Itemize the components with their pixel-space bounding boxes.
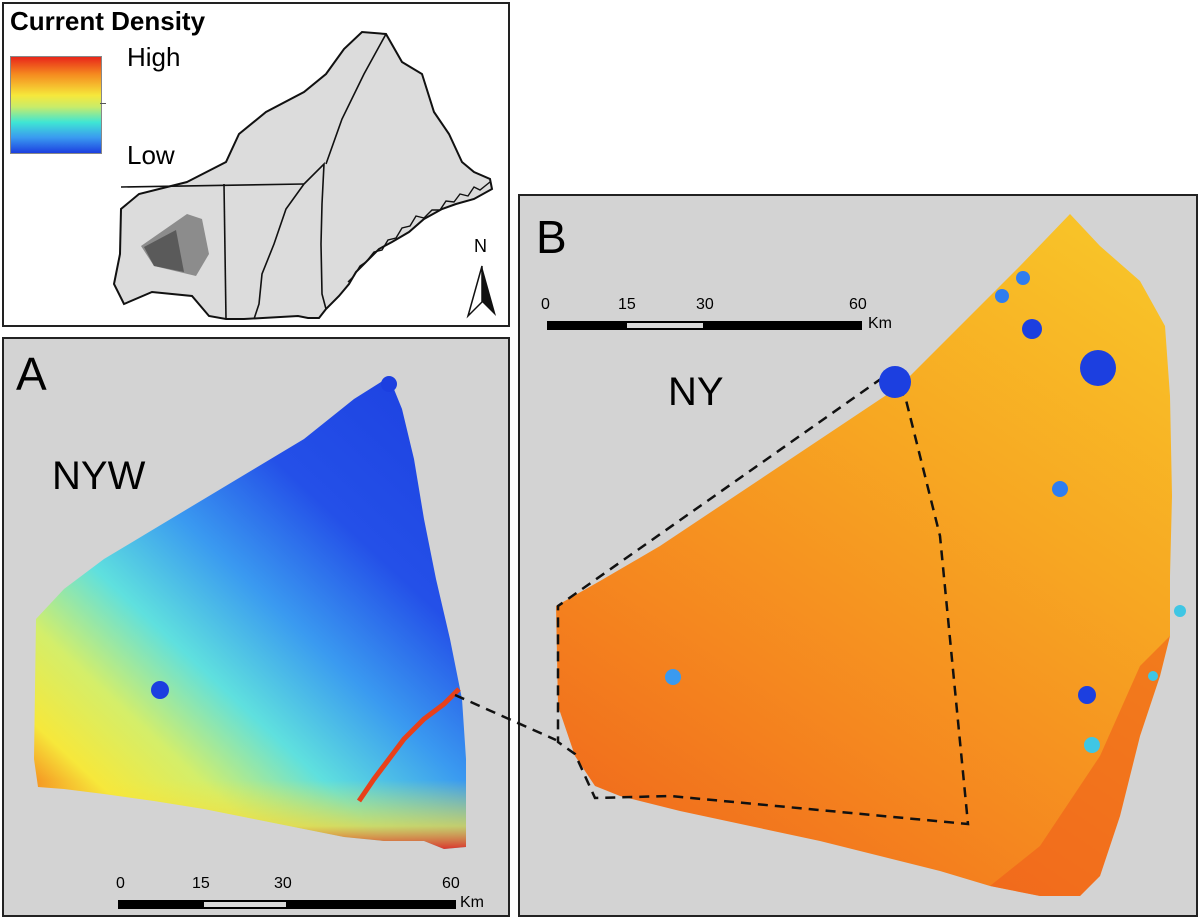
panel-a-map: A NYW 0 15 30 60 Km: [2, 337, 510, 917]
legend-tick: [100, 103, 106, 104]
legend-low-label: Low: [127, 140, 175, 170]
scale-tick-label: 60: [849, 296, 867, 313]
panel-b-low-patch: [1084, 737, 1100, 753]
panel-a-label: A: [16, 348, 47, 400]
coastline: [347, 181, 491, 283]
scale-tick-label: 15: [618, 296, 636, 313]
legend-gradient: [10, 56, 102, 154]
legend-title: Current Density: [10, 6, 206, 36]
panel-b-low-patch: [879, 366, 911, 398]
scale-tick-label: 0: [541, 296, 550, 313]
panel-b-label: B: [536, 211, 567, 263]
panel-b-low-patch: [1078, 686, 1096, 704]
panel-b-study-area: [556, 214, 1172, 896]
scale-bar: [547, 321, 862, 330]
study-area-inner: [144, 230, 184, 272]
state-border: [223, 183, 227, 320]
state-border: [120, 183, 305, 188]
panel-b-density-raster: [556, 214, 1186, 896]
scale-bar: [118, 900, 456, 909]
state-border: [253, 183, 305, 320]
panel-a-extent-outline: [556, 374, 970, 826]
panel-b-red-edge: [990, 636, 1170, 896]
inset-map-panel: Current Density High Low N: [2, 2, 510, 327]
scale-tick-label: 30: [274, 875, 292, 892]
panel-b-low-patch: [665, 669, 681, 685]
panel-b-low-patch: [1022, 319, 1042, 339]
scale-tick-label: 60: [442, 875, 460, 892]
legend-high-label: High: [127, 42, 181, 72]
panel-b-region-label: NY: [668, 370, 724, 414]
panel-b-low-patch: [1174, 605, 1186, 617]
scale-tick-label: 30: [696, 296, 714, 313]
northeast-states-map: [112, 30, 496, 320]
north-arrow-icon: [466, 265, 496, 319]
panel-b-low-patch: [1016, 271, 1030, 285]
panel-b-map: B NY 0 15 30 60 Km: [518, 194, 1198, 917]
panel-a-ridge: [356, 687, 461, 803]
states-outline: [112, 30, 494, 320]
state-border: [325, 33, 387, 165]
panel-b-low-patch: [995, 289, 1009, 303]
state-border: [303, 161, 327, 310]
scale-unit-label: Km: [868, 315, 892, 332]
panel-a-low-patch: [151, 681, 169, 699]
panel-a-region-label: NYW: [52, 454, 146, 498]
scale-tick-label: 0: [116, 875, 125, 892]
panel-b-low-patch: [1052, 481, 1068, 497]
scale-tick-label: 15: [192, 875, 210, 892]
panel-a-density-raster: [34, 376, 466, 849]
north-label: N: [474, 236, 487, 256]
panel-b-low-patch: [1148, 671, 1158, 681]
panel-a-low-patch: [381, 376, 397, 392]
scale-unit-label: Km: [460, 894, 484, 911]
panel-a-south-band: [34, 619, 466, 849]
panel-b-low-patch: [1080, 350, 1116, 386]
